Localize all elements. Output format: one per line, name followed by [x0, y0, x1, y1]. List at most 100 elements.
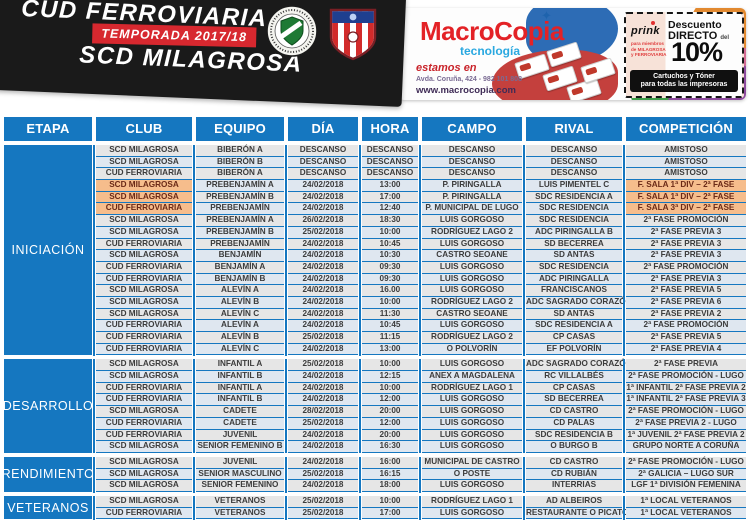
coupon-footer-line: para todas las impresoras — [640, 81, 728, 88]
cell-campo: P. MUNICIPAL DE LUGO — [419, 203, 522, 216]
cell-dia: 25/02/2018 — [285, 226, 358, 239]
cell-hora: 11:15 — [359, 332, 418, 344]
cell-dia: 24/02/2018 — [285, 285, 358, 298]
cell-club: SCD MILAGROSA — [93, 226, 192, 239]
cell-competicion: 2ª FASE PREVIA 5 — [623, 285, 746, 298]
cell-campo: CASTRO SEOANE — [419, 250, 522, 263]
cell-rival: SDC RESIDENCIA A — [523, 320, 622, 333]
cell-rival: ADC PIRINGALLA — [523, 273, 622, 286]
cell-rival: AD ALBEIROS — [523, 495, 622, 508]
cell-hora: 13:00 — [359, 180, 418, 193]
cell-dia: 24/02/2018 — [285, 456, 358, 469]
cell-equipo: ALEVÍN A — [193, 320, 284, 333]
cell-equipo: INFANTIL A — [193, 382, 284, 395]
cell-competicion: 1ª JUVENIL 2ª FASE PREVIA 2 — [623, 429, 746, 442]
cell-dia: 25/02/2018 — [285, 332, 358, 344]
cell-club: SCD MILAGROSA — [93, 480, 192, 493]
cell-club: SCD MILAGROSA — [93, 191, 192, 204]
cell-equipo: VETERANOS — [193, 507, 284, 520]
cell-equipo: ALEVÍN B — [193, 296, 284, 309]
cell-dia: 24/02/2018 — [285, 250, 358, 263]
cell-dia: 24/02/2018 — [285, 308, 358, 321]
cell-club: CUD FERROVIARIA — [93, 507, 192, 520]
macrocopia-tagline: tecnología — [460, 44, 521, 58]
cell-rival: SDC RESIDENCIA — [523, 215, 622, 228]
cell-equipo: PREBENJAMÍN — [193, 238, 284, 251]
cell-dia: 24/02/2018 — [285, 191, 358, 204]
stage-section: RENDIMIENTO SCD MILAGROSA JUVENIL 24/02/201… — [2, 456, 746, 493]
cell-dia: 25/02/2018 — [285, 495, 358, 508]
cell-hora: 17:00 — [359, 191, 418, 204]
cell-campo: LUIS GORGOSO — [419, 406, 522, 419]
etapa-label: INICIACIÓN — [4, 145, 92, 356]
cell-dia: 25/02/2018 — [285, 507, 358, 520]
cell-campo: LUIS GORGOSO — [419, 429, 522, 442]
cell-club: SCD MILAGROSA — [93, 296, 192, 309]
cell-hora: 10:00 — [359, 296, 418, 309]
cell-competicion: AMISTOSO — [623, 145, 746, 157]
cell-dia: 24/02/2018 — [285, 343, 358, 356]
cell-competicion: 1ª LOCAL VETERANOS — [623, 495, 746, 508]
cell-hora: 10:45 — [359, 238, 418, 251]
cell-dia: 24/02/2018 — [285, 203, 358, 216]
cell-rival: ADC SAGRADO CORAZÓN — [523, 296, 632, 309]
cell-campo: DESCANSO — [419, 168, 522, 181]
cell-equipo: INFANTIL B — [193, 371, 284, 384]
cell-campo: LUIS GORGOSO — [419, 417, 522, 430]
column-header-competicion: COMPETICIÓN — [626, 117, 746, 141]
cell-club: SCD MILAGROSA — [93, 285, 192, 298]
cell-club: SCD MILAGROSA — [93, 308, 192, 321]
cell-rival: SD BECERREA — [523, 238, 622, 251]
cell-hora: 10:45 — [359, 320, 418, 333]
cell-dia: 24/02/2018 — [285, 273, 358, 286]
cell-club: SCD MILAGROSA — [93, 180, 192, 193]
cell-dia: 25/02/2018 — [285, 359, 358, 372]
cell-competicion: 2ª FASE PROMOCIÓN — [623, 320, 746, 333]
cell-dia: 24/02/2018 — [285, 480, 358, 493]
coupon-descuento: Descuento — [668, 19, 722, 31]
cell-dia: 24/02/2018 — [285, 261, 358, 274]
cell-equipo: PREBENJAMÍN A — [193, 180, 284, 193]
cell-hora: 16.00 — [359, 285, 418, 298]
cell-equipo: PREBENJAMÍN B — [193, 226, 284, 239]
cell-hora: 16:15 — [359, 468, 418, 481]
cell-competicion: 2ª FASE PROMOCIÓN — [623, 215, 746, 228]
table-header-row: ETAPA CLUB EQUIPO DÍA HORA CAMPO RIVAL COMPETIC… — [4, 117, 746, 141]
cell-club: CUD FERROVIARIA — [93, 332, 192, 344]
cell-rival: DESCANSO — [523, 168, 622, 181]
cell-competicion: 1ª INFANTIL 2ª FASE PREVIA 2 — [623, 382, 746, 395]
cell-campo: CASTRO SEOANE — [419, 308, 522, 321]
cell-dia: 24/02/2018 — [285, 441, 358, 454]
column-header-etapa: ETAPA — [4, 117, 92, 141]
cell-club: CUD FERROVIARIA — [93, 343, 192, 356]
table-body: INICIACIÓN SCD MILAGROSA BIBERÓN A DESCANSO… — [2, 145, 746, 520]
cell-equipo: VETERANOS — [193, 495, 284, 508]
cell-hora: 10:00 — [359, 495, 418, 508]
cell-dia: 26/02/2018 — [285, 215, 358, 228]
cell-hora: 13:00 — [359, 343, 418, 356]
cell-rival: SD ANTAS — [523, 250, 622, 263]
cell-dia: 24/02/2018 — [285, 429, 358, 442]
cell-club: CUD FERROVIARIA — [93, 429, 192, 442]
cell-equipo: SENIOR MASCULINO — [193, 468, 284, 481]
cell-campo: O POSTE — [419, 468, 522, 481]
cell-hora: 12:40 — [359, 203, 418, 216]
cell-competicion: LGF 1ª DIVISIÓN FEMENINA — [623, 480, 746, 493]
cell-equipo: BENJAMÍN — [193, 250, 284, 263]
cell-club: SCD MILAGROSA — [93, 215, 192, 228]
cell-club: CUD FERROVIARIA — [93, 238, 192, 251]
etapa-label: RENDIMIENTO — [2, 456, 94, 492]
cell-hora: 10:00 — [359, 226, 418, 239]
cell-equipo: INFANTIL B — [193, 394, 284, 407]
cell-campo: LUIS GORGOSO — [419, 394, 522, 407]
cell-competicion: 2ª FASE PREVIA 3 — [623, 250, 746, 263]
cell-competicion: 2ª FASE PREVIA 3 — [623, 226, 746, 239]
cell-club: SCD MILAGROSA — [93, 250, 192, 263]
cell-hora: 11:30 — [359, 308, 418, 321]
cell-equipo: BIBERÓN A — [193, 145, 284, 157]
cell-campo: LUIS GORGOSO — [419, 285, 522, 298]
coupon-membership: para miembros de MILAGROSA y FERROVIARIA — [631, 41, 666, 58]
cell-club: SCD MILAGROSA — [93, 456, 192, 469]
cell-campo: RODRÍGUEZ LAGO 1 — [419, 382, 522, 395]
cell-campo: LUIS GORGOSO — [419, 320, 522, 333]
